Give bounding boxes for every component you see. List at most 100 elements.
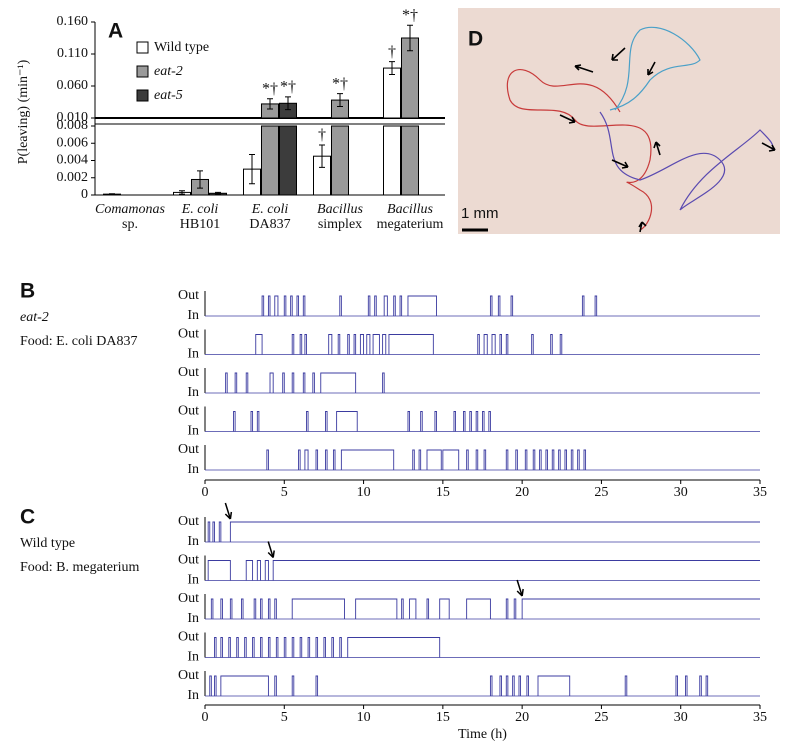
state-label: In <box>187 347 199 362</box>
out-interval <box>296 295 300 316</box>
out-interval <box>367 295 371 316</box>
out-interval <box>229 598 233 619</box>
out-interval <box>550 334 553 355</box>
out-interval <box>685 675 688 696</box>
error-bar <box>267 98 273 110</box>
photo-background <box>458 8 780 234</box>
out-interval <box>267 637 271 658</box>
out-interval <box>209 675 212 696</box>
out-interval <box>347 334 350 355</box>
out-interval <box>418 449 422 470</box>
out-interval <box>483 334 488 355</box>
leaving-arrow <box>516 579 524 597</box>
out-interval <box>291 372 295 393</box>
out-interval <box>505 334 509 355</box>
x-tick-label: 20 <box>515 485 529 500</box>
out-interval <box>302 295 306 316</box>
x-tick-label: Bacillus <box>387 202 433 217</box>
out-interval <box>518 675 522 696</box>
state-label: Out <box>178 327 199 342</box>
out-interval <box>705 675 709 696</box>
out-interval <box>291 598 345 619</box>
significance-marker: *† <box>332 75 348 92</box>
leaving-arrow <box>267 541 275 559</box>
out-interval <box>236 637 239 658</box>
out-interval <box>537 675 571 696</box>
out-interval <box>558 449 561 470</box>
out-interval <box>233 411 236 432</box>
out-interval <box>545 449 548 470</box>
y-tick-label: 0.008 <box>57 118 89 133</box>
out-interval <box>499 334 502 355</box>
out-interval <box>253 598 257 619</box>
out-interval <box>434 411 437 432</box>
state-label: In <box>187 573 199 588</box>
out-interval <box>488 411 491 432</box>
out-interval <box>409 598 417 619</box>
out-interval <box>407 295 437 316</box>
y-tick-label: 0.002 <box>57 170 89 185</box>
out-interval <box>252 637 255 658</box>
out-interval <box>499 675 502 696</box>
x-tick-label: DA837 <box>249 217 290 232</box>
y-tick-label: 0.004 <box>57 153 89 168</box>
out-interval <box>255 334 263 355</box>
legend-label: eat-5 <box>154 88 183 103</box>
out-interval <box>304 334 307 355</box>
out-interval <box>512 675 515 696</box>
x-tick-label: sp. <box>122 217 138 232</box>
x-tick-label: 15 <box>436 485 450 500</box>
out-interval <box>339 295 342 316</box>
error-bar <box>319 144 325 168</box>
x-tick-label: 30 <box>674 710 688 725</box>
x-tick-label: 25 <box>594 710 608 725</box>
x-tick-label: Comamonas <box>95 202 166 217</box>
out-interval <box>256 411 260 432</box>
bar <box>261 125 279 196</box>
significance-marker: *† <box>280 79 296 96</box>
state-label: In <box>187 611 199 626</box>
x-tick-label: 10 <box>357 485 371 500</box>
out-interval <box>212 521 215 542</box>
out-interval <box>220 598 223 619</box>
out-interval <box>559 334 563 355</box>
out-interval <box>229 521 760 542</box>
out-interval <box>399 295 403 316</box>
out-interval <box>491 334 496 355</box>
out-interval <box>331 637 334 658</box>
out-interval <box>489 675 493 696</box>
x-tick-label: 35 <box>753 485 767 500</box>
out-interval <box>267 598 271 619</box>
out-interval <box>489 295 493 316</box>
x-tick-label: Bacillus <box>317 202 363 217</box>
panel-label: C <box>20 506 35 529</box>
out-interval <box>298 449 301 470</box>
out-interval <box>624 675 628 696</box>
state-label: Out <box>178 442 199 457</box>
out-interval <box>315 637 319 658</box>
out-interval <box>382 372 385 393</box>
bar <box>331 125 349 196</box>
out-interval <box>524 449 528 470</box>
out-interval <box>551 449 555 470</box>
out-interval <box>256 560 261 581</box>
out-interval <box>207 521 211 542</box>
out-interval <box>228 637 231 658</box>
out-interval <box>439 598 450 619</box>
y-tick-label: 0.006 <box>57 135 89 150</box>
legend-label: Wild type <box>154 40 209 55</box>
state-label: Out <box>178 404 199 419</box>
error-bar <box>389 61 395 75</box>
out-interval <box>340 449 395 470</box>
x-tick-label: megaterium <box>377 217 444 232</box>
out-interval <box>532 449 536 470</box>
out-interval <box>583 449 587 470</box>
out-interval <box>453 411 456 432</box>
out-interval <box>299 637 303 658</box>
out-interval <box>426 449 442 470</box>
out-interval <box>355 598 398 619</box>
out-interval <box>306 411 309 432</box>
out-interval <box>315 675 319 696</box>
